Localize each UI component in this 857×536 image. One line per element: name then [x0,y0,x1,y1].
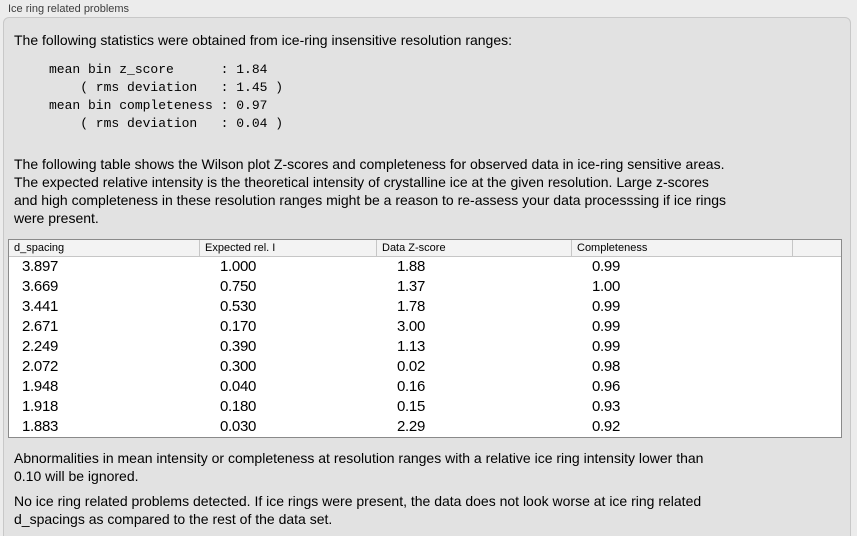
table-cell: 0.300 [220,358,257,375]
table-header: d_spacing Expected rel. I Data Z-score Comp… [9,240,841,257]
conclusion-text: No ice ring related problems detected. I… [14,493,702,527]
table-body: 3.897 1.000 1.88 0.99 3.669 0.750 1.37 1.00 3.44… [9,257,841,437]
table-cell: 0.93 [592,398,620,415]
table-row[interactable]: 3.441 0.530 1.78 0.99 [9,297,841,317]
table-cell: 3.441 [22,298,59,315]
table-cell: 0.92 [592,418,620,435]
table-cell: 0.99 [592,338,620,355]
ignore-note-text: Abnormalities in mean intensity or compl… [14,450,704,484]
table-row[interactable]: 1.918 0.180 0.15 0.93 [9,397,841,417]
table-cell: 1.883 [22,418,59,435]
table-row[interactable]: 2.671 0.170 3.00 0.99 [9,317,841,337]
table-cell: 0.15 [397,398,425,415]
table-cell: 0.530 [220,298,257,315]
table-cell: 0.040 [220,378,257,395]
table-row[interactable]: 1.948 0.040 0.16 0.96 [9,377,841,397]
table-cell: 0.99 [592,318,620,335]
table-cell: 0.96 [592,378,620,395]
table-cell: 0.02 [397,358,425,375]
table-cell: 0.99 [592,298,620,315]
table-row[interactable]: 3.897 1.000 1.88 0.99 [9,257,841,277]
table-cell: 2.249 [22,338,59,355]
table-cell: 3.669 [22,278,59,295]
table-cell: 1.00 [592,278,620,295]
table-cell: 0.170 [220,318,257,335]
table-cell: 3.897 [22,258,59,275]
table-cell: 1.37 [397,278,425,295]
ice-ring-table: d_spacing Expected rel. I Data Z-score Comp… [8,239,842,438]
description-text: The following table shows the Wilson plo… [14,156,727,226]
table-cell: 3.00 [397,318,425,335]
table-cell: 2.671 [22,318,59,335]
column-header[interactable]: Completeness [572,240,793,256]
table-cell: 0.180 [220,398,257,415]
table-cell: 0.98 [592,358,620,375]
table-cell: 0.030 [220,418,257,435]
table-row[interactable]: 2.072 0.300 0.02 0.98 [9,357,841,377]
column-header[interactable]: Data Z-score [377,240,572,256]
table-cell: 1.948 [22,378,59,395]
column-header-filler [793,240,841,256]
table-cell: 1.13 [397,338,425,355]
table-row[interactable]: 3.669 0.750 1.37 1.00 [9,277,841,297]
table-cell: 1.78 [397,298,425,315]
ice-ring-groupbox: The following statistics were obtained f… [3,17,851,536]
table-cell: 0.750 [220,278,257,295]
table-cell: 0.390 [220,338,257,355]
table-cell: 0.16 [397,378,425,395]
table-cell: 0.99 [592,258,620,275]
table-cell: 2.072 [22,358,59,375]
table-row[interactable]: 2.249 0.390 1.13 0.99 [9,337,841,357]
table-cell: 1.000 [220,258,257,275]
intro-text: The following statistics were obtained f… [14,32,513,48]
column-header[interactable]: Expected rel. I [200,240,377,256]
column-header[interactable]: d_spacing [9,240,200,256]
table-cell: 1.918 [22,398,59,415]
stats-block: mean bin z_score : 1.84 ( rms deviation … [49,62,284,131]
table-cell: 1.88 [397,258,425,275]
groupbox-title: Ice ring related problems [8,3,130,15]
table-row[interactable]: 1.883 0.030 2.29 0.92 [9,417,841,437]
table-cell: 2.29 [397,418,425,435]
